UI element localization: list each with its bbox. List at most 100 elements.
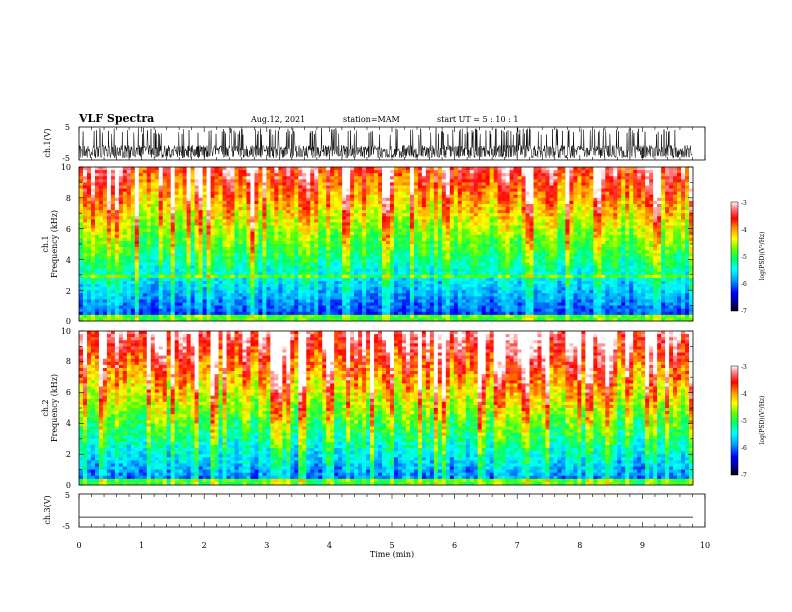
spectrogram-cell	[170, 256, 175, 260]
spectrogram-cell	[561, 203, 566, 208]
spectrogram-cell	[541, 197, 546, 202]
spectrogram-cell	[126, 262, 132, 266]
spectrogram-cell	[437, 234, 443, 239]
spectrogram-cell	[266, 197, 271, 202]
spectrogram-cell	[501, 185, 506, 189]
spectrogram-cell	[421, 176, 427, 180]
spectrogram-cell	[114, 256, 120, 260]
spectrogram-cell	[322, 167, 327, 171]
spectrogram-cell	[374, 244, 379, 248]
spectrogram-cell	[433, 228, 439, 232]
spectrogram-cell	[401, 225, 407, 229]
spectrogram-cell	[298, 167, 303, 171]
spectrogram-cell	[242, 170, 247, 174]
spectrogram-cell	[162, 259, 168, 263]
spectrogram-cell	[98, 247, 104, 251]
spectrogram-cell	[110, 256, 116, 260]
spectrogram-cell	[621, 213, 626, 217]
spectrogram-cell	[154, 253, 160, 257]
spectrogram-cell	[413, 176, 419, 180]
spectrogram-cell	[162, 228, 168, 232]
spectrogram-cell	[246, 237, 251, 242]
spectrogram-cell	[182, 200, 187, 205]
spectrogram-cell	[79, 176, 84, 180]
spectrogram-cell	[641, 203, 646, 208]
spectrogram-cell	[453, 213, 459, 217]
spectrogram-cell	[326, 185, 331, 189]
spectrogram-cell	[214, 231, 219, 236]
spectrogram-cell	[485, 173, 490, 177]
spectrogram-cell	[433, 197, 439, 202]
spectrogram-cell	[437, 253, 443, 257]
spectrogram-cell	[266, 219, 271, 223]
spectrogram-cell	[210, 228, 215, 232]
spectrogram-cell	[322, 210, 327, 214]
spectrogram-cell	[657, 240, 662, 245]
spectrogram-cell	[393, 176, 399, 180]
spectrogram-cell	[501, 194, 506, 199]
spectrogram-cell	[509, 176, 514, 180]
spectrogram-cell	[242, 216, 247, 220]
spectrogram-cell	[529, 200, 534, 205]
spectrogram-cell	[545, 188, 550, 192]
spectrogram-cell	[106, 244, 112, 248]
spectrogram-cell	[234, 200, 239, 205]
spectrogram-cell	[226, 216, 231, 220]
spectrogram-cell	[270, 244, 275, 248]
spectrogram-cell	[429, 259, 435, 263]
spectrogram-cell	[258, 219, 263, 223]
spectrogram-cell	[661, 213, 666, 217]
spectrogram-cell	[262, 176, 267, 180]
spectrogram-cell	[314, 194, 319, 199]
spectrogram-cell	[310, 256, 315, 260]
spectrogram-cell	[609, 207, 614, 211]
spectrogram-cell	[102, 253, 108, 257]
spectrogram-cell	[234, 170, 239, 174]
spectrogram-cell	[126, 179, 132, 183]
spectrogram-cell	[314, 167, 319, 171]
spectrogram-cell	[378, 228, 383, 232]
spectrogram-cell	[429, 222, 435, 226]
spectrogram-cell	[597, 222, 602, 226]
spectrogram-cell	[278, 170, 283, 174]
spectrogram-cell	[158, 197, 164, 202]
spectrogram-cell	[409, 219, 415, 223]
spectrogram-cell	[262, 207, 267, 211]
spectrogram-cell	[465, 173, 471, 177]
spectrogram-cell	[657, 244, 662, 248]
spectrogram-cell	[342, 250, 347, 254]
spectrogram-cell	[126, 259, 132, 263]
spectrogram-cell	[94, 247, 100, 251]
spectrogram-cell	[270, 213, 275, 217]
spectrogram-cell	[389, 210, 395, 214]
spectrogram-cell	[94, 188, 100, 192]
spectrogram-cell	[82, 197, 88, 202]
spectrogram-cell	[645, 219, 650, 223]
spectrogram-cell	[366, 173, 371, 177]
spectrogram-cell	[354, 197, 359, 202]
spectrogram-cell	[170, 216, 175, 220]
spectrogram-cell	[294, 237, 299, 242]
spectrogram-cell	[449, 203, 455, 208]
spectrogram-cell	[366, 188, 371, 192]
spectrogram-cell	[114, 207, 120, 211]
spectrogram-cell	[358, 234, 363, 239]
spectrogram-cell	[286, 244, 291, 248]
spectrogram-cell	[569, 185, 574, 189]
spectrogram-cell	[82, 253, 88, 257]
spectrogram-cell	[342, 182, 347, 186]
spectrogram-cell	[649, 231, 654, 236]
spectrogram-cell	[142, 240, 148, 245]
spectrogram-cell	[98, 191, 104, 196]
spectrogram-cell	[294, 231, 299, 236]
spectrogram-cell	[601, 216, 606, 220]
spectrogram-cell	[82, 219, 88, 223]
spectrogram-cell	[497, 188, 502, 192]
spectrogram-cell	[138, 225, 144, 229]
spectrogram-cell	[182, 240, 187, 245]
spectrogram-cell	[290, 222, 295, 226]
spectrogram-cell	[90, 210, 96, 214]
spectrogram-cell	[577, 253, 582, 257]
spectrogram-cell	[537, 247, 542, 251]
spectrogram-cell	[589, 170, 594, 174]
